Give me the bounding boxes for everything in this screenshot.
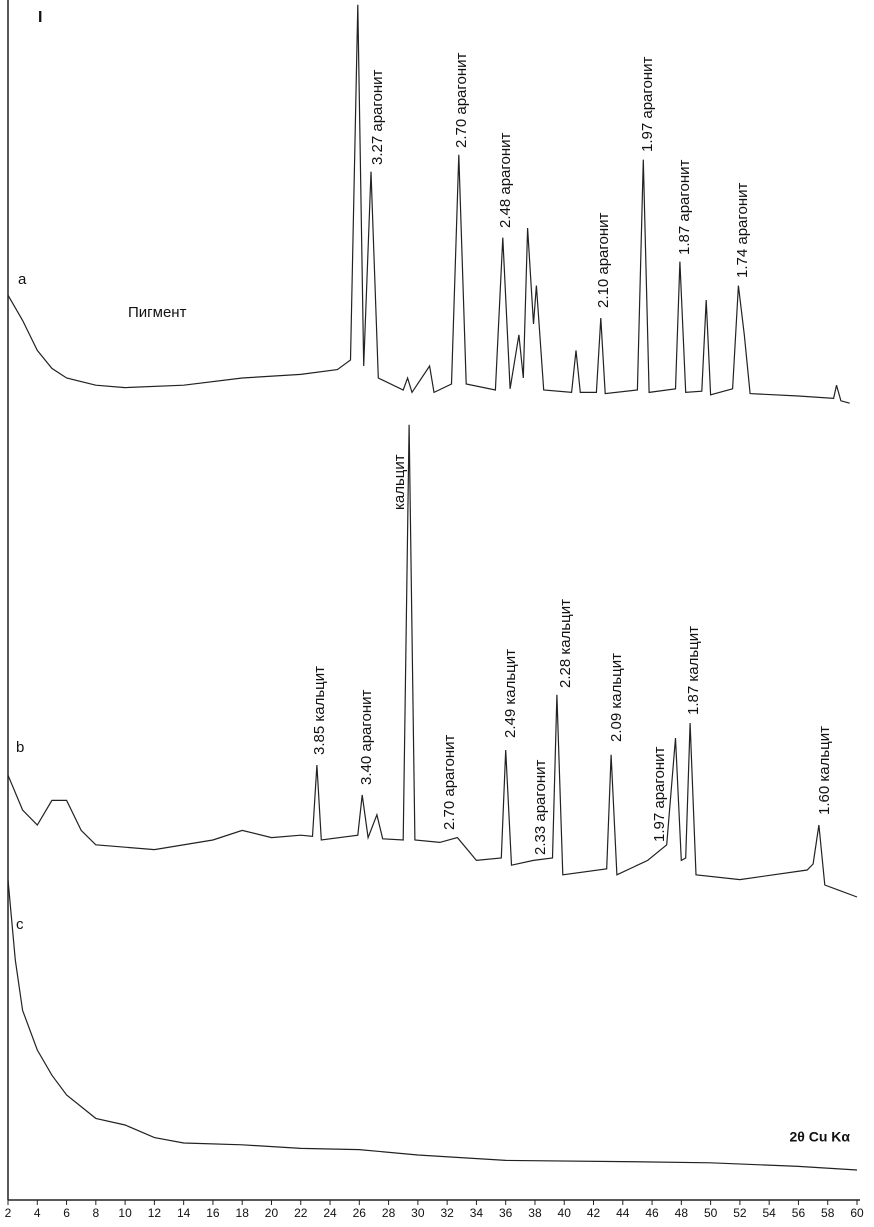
peak-label: 3.40 арагонит bbox=[358, 689, 375, 785]
annotation: Пигмент bbox=[128, 304, 187, 321]
series-label: a bbox=[18, 271, 27, 288]
peak-label: 3.27 арагонит bbox=[369, 69, 386, 165]
x-tick-label: 8 bbox=[92, 1206, 99, 1220]
x-tick-label: 60 bbox=[850, 1206, 864, 1220]
x-tick-label: 38 bbox=[528, 1206, 542, 1220]
corner-label: I bbox=[38, 9, 42, 26]
series-label: c bbox=[16, 916, 24, 933]
peak-label: 2.09 кальцит bbox=[608, 653, 625, 742]
series-line bbox=[7, 879, 858, 1171]
x-tick-label: 46 bbox=[645, 1206, 659, 1220]
x-tick-label: 40 bbox=[558, 1206, 572, 1220]
peak-label: 2.70 арагонит bbox=[441, 734, 458, 830]
peak-label: 1.87 арагонит bbox=[676, 159, 693, 255]
peak-label: 3.85 кальцит bbox=[311, 666, 328, 755]
peak-label: 2.70 арагонит bbox=[453, 52, 470, 148]
x-tick-label: 16 bbox=[206, 1206, 220, 1220]
x-tick-label: 44 bbox=[616, 1206, 630, 1220]
peak-label: 1.97 арагонит bbox=[639, 56, 656, 152]
x-tick-label: 6 bbox=[63, 1206, 70, 1220]
x-tick-label: 18 bbox=[236, 1206, 250, 1220]
x-tick-label: 4 bbox=[34, 1206, 41, 1220]
x-tick-label: 20 bbox=[265, 1206, 279, 1220]
x-tick-label: 34 bbox=[470, 1206, 484, 1220]
x-tick-label: 48 bbox=[675, 1206, 689, 1220]
x-tick-label: 12 bbox=[148, 1206, 162, 1220]
x-tick-label: 30 bbox=[411, 1206, 425, 1220]
peak-label: кальцит bbox=[391, 454, 408, 510]
x-tick-label: 56 bbox=[792, 1206, 806, 1220]
x-tick-label: 36 bbox=[499, 1206, 513, 1220]
x-tick-label: 22 bbox=[294, 1206, 308, 1220]
x-tick-label: 26 bbox=[353, 1206, 367, 1220]
peak-label: 1.97 арагонит bbox=[651, 746, 668, 842]
x-tick-label: 10 bbox=[118, 1206, 132, 1220]
peak-label: 2.49 кальцит bbox=[502, 649, 519, 738]
peak-label: 2.33 арагонит bbox=[532, 759, 549, 855]
peak-label: 2.28 кальцит bbox=[557, 599, 574, 688]
x-tick-label: 32 bbox=[440, 1206, 454, 1220]
peak-label: 1.87 кальцит bbox=[685, 626, 702, 715]
x-tick-label: 50 bbox=[704, 1206, 718, 1220]
x-axis-label: 2θ Cu Kα bbox=[789, 1129, 850, 1145]
peak-label: 2.10 арагонит bbox=[595, 212, 612, 308]
x-tick-label: 42 bbox=[587, 1206, 601, 1220]
x-tick-label: 28 bbox=[382, 1206, 396, 1220]
peak-label: 1.74 арагонит bbox=[734, 182, 751, 278]
series-line bbox=[7, 4, 850, 404]
x-tick-label: 24 bbox=[323, 1206, 337, 1220]
series-label: b bbox=[16, 739, 24, 756]
peak-label: 1.60 кальцит bbox=[816, 726, 833, 815]
x-tick-label: 14 bbox=[177, 1206, 191, 1220]
x-tick-label: 58 bbox=[821, 1206, 835, 1220]
x-tick-label: 54 bbox=[762, 1206, 776, 1220]
peak-label: 2.48 арагонит bbox=[497, 132, 514, 228]
x-tick-label: 52 bbox=[733, 1206, 747, 1220]
x-tick-label: 2 bbox=[5, 1206, 12, 1220]
series-line bbox=[7, 424, 858, 898]
